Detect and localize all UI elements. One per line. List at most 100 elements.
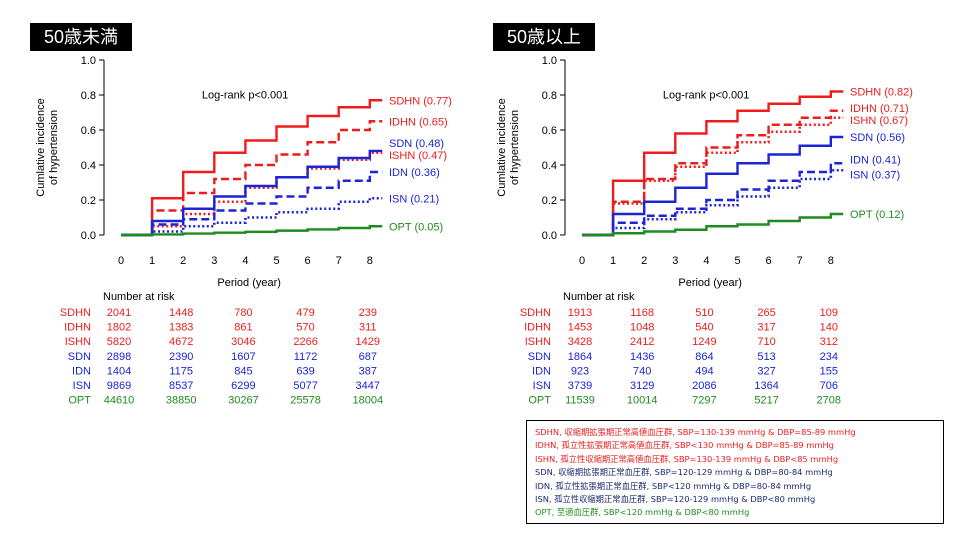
series-label-sdn: SDN (0.56) <box>850 132 905 144</box>
risk-row-name: ISN <box>533 380 551 392</box>
risk-cell: 5077 <box>293 380 317 392</box>
x-tick-label: 3 <box>672 255 678 267</box>
risk-cell: 8537 <box>169 380 193 392</box>
risk-cell: 6299 <box>231 380 255 392</box>
risk-cell: 2412 <box>630 336 654 348</box>
y-tick-label: 0.0 <box>81 230 96 242</box>
y-tick-label: 0.0 <box>542 230 557 242</box>
x-tick-label: 1 <box>149 255 155 267</box>
x-tick-label: 5 <box>273 255 279 267</box>
risk-row-name: SDHN <box>520 307 551 319</box>
risk-cell: 1249 <box>692 336 716 348</box>
risk-cell: 25578 <box>290 395 321 407</box>
series-line-idhn <box>582 109 844 237</box>
risk-cell: 38850 <box>166 395 197 407</box>
risk-cell: 1864 <box>568 351 592 363</box>
legend-line-idhn: IDHN, 孤立性拡張期正常高値血圧群, SBP<130 mmHg & DBP=… <box>535 440 834 451</box>
risk-cell: 155 <box>820 365 838 377</box>
risk-cell: 1168 <box>630 307 654 319</box>
series-line-idn <box>121 170 383 237</box>
x-tick-label: 0 <box>579 255 585 267</box>
risk-cell: 1429 <box>356 336 380 348</box>
series-label-ishn: ISHN (0.67) <box>850 115 908 127</box>
y-tick-label: 0.8 <box>81 90 96 102</box>
risk-cell: 740 <box>633 365 651 377</box>
risk-cell: 30267 <box>228 395 259 407</box>
legend-line-idn: IDN, 孤立性拡張期正常血圧群, SBP<120 mmHg & DBP=80-… <box>535 480 812 491</box>
risk-cell: 1607 <box>231 351 255 363</box>
risk-cell: 11539 <box>565 395 595 407</box>
y-tick-label: 1.0 <box>542 55 557 67</box>
risk-cell: 44610 <box>104 395 135 407</box>
risk-cell: 3046 <box>231 336 255 348</box>
risk-cell: 7297 <box>692 395 716 407</box>
y-tick-label: 0.2 <box>81 195 96 207</box>
risk-cell: 312 <box>820 336 838 348</box>
legend-line-sdn: SDN, 収縮期拡張期正常血圧群, SBP=120-129 mmHg & DBP… <box>535 467 833 478</box>
risk-row-name: OPT <box>68 395 91 407</box>
risk-cell: 1802 <box>107 322 131 334</box>
y-tick-label: 0.6 <box>81 125 96 137</box>
x-tick-label: 1 <box>610 255 616 267</box>
risk-cell: 3428 <box>568 336 592 348</box>
risk-row-name: IDHN <box>64 322 91 334</box>
x-axis-title: Period (year) <box>678 277 742 289</box>
risk-cell: 1172 <box>294 351 318 363</box>
x-tick-label: 8 <box>367 255 373 267</box>
y-tick-label: 0.6 <box>542 125 557 137</box>
risk-row-name: SDN <box>528 351 551 363</box>
risk-cell: 1404 <box>107 365 131 377</box>
risk-cell: 494 <box>695 365 713 377</box>
risk-cell: 3739 <box>568 380 592 392</box>
risk-cell: 510 <box>695 307 713 319</box>
logrank-annotation: Log-rank p<0.001 <box>202 90 289 102</box>
risk-cell: 513 <box>757 351 775 363</box>
series-label-sdn: SDN (0.48) <box>389 138 444 150</box>
series-line-ishn <box>121 151 383 237</box>
risk-cell: 2086 <box>692 380 716 392</box>
risk-cell: 2708 <box>817 395 841 407</box>
risk-row-name: ISHN <box>525 336 551 348</box>
risk-cell: 1436 <box>630 351 654 363</box>
series-label-ishn: ISHN (0.47) <box>389 150 447 162</box>
risk-cell: 845 <box>234 365 252 377</box>
risk-cell: 5217 <box>754 395 778 407</box>
risk-cell: 140 <box>820 322 838 334</box>
series-label-idhn: IDHN (0.65) <box>389 116 448 128</box>
risk-cell: 2041 <box>107 307 131 319</box>
series-label-idhn: IDHN (0.71) <box>850 103 909 115</box>
series-label-sdhn: SDHN (0.82) <box>850 87 913 99</box>
x-tick-label: 4 <box>242 255 248 267</box>
series-line-sdn <box>121 149 383 237</box>
risk-cell: 1175 <box>169 365 193 377</box>
x-tick-label: 8 <box>828 255 834 267</box>
risk-cell: 10014 <box>627 395 658 407</box>
risk-cell: 687 <box>359 351 377 363</box>
risk-row-name: SDHN <box>60 307 91 319</box>
risk-table-title: Number at risk <box>563 291 635 303</box>
x-tick-label: 6 <box>766 255 772 267</box>
right-panel-title: 50歳以上 <box>493 23 596 51</box>
x-tick-label: 7 <box>336 255 342 267</box>
legend-line-isn: ISN, 孤立性収縮期正常血圧群, SBP=120-129 mmHg & DBP… <box>535 494 816 505</box>
risk-cell: 234 <box>820 351 838 363</box>
x-tick-label: 4 <box>703 255 709 267</box>
x-tick-label: 7 <box>797 255 803 267</box>
series-line-sdn <box>582 135 844 237</box>
series-line-isn <box>582 168 844 237</box>
x-tick-label: 3 <box>211 255 217 267</box>
series-line-sdhn <box>582 90 844 237</box>
series-label-idn: IDN (0.36) <box>389 167 440 179</box>
risk-cell: 861 <box>234 322 252 334</box>
risk-cell: 5820 <box>107 336 131 348</box>
y-axis-title: Cumlative incidenceof hypertension <box>496 98 521 196</box>
y-axis-title: Cumlative incidenceof hypertension <box>35 98 60 196</box>
risk-cell: 239 <box>359 307 377 319</box>
y-tick-label: 0.4 <box>81 160 96 172</box>
risk-row-name: OPT <box>528 395 551 407</box>
y-tick-label: 0.8 <box>542 90 557 102</box>
risk-cell: 570 <box>296 322 314 334</box>
x-tick-label: 2 <box>641 255 647 267</box>
risk-cell: 479 <box>296 307 314 319</box>
